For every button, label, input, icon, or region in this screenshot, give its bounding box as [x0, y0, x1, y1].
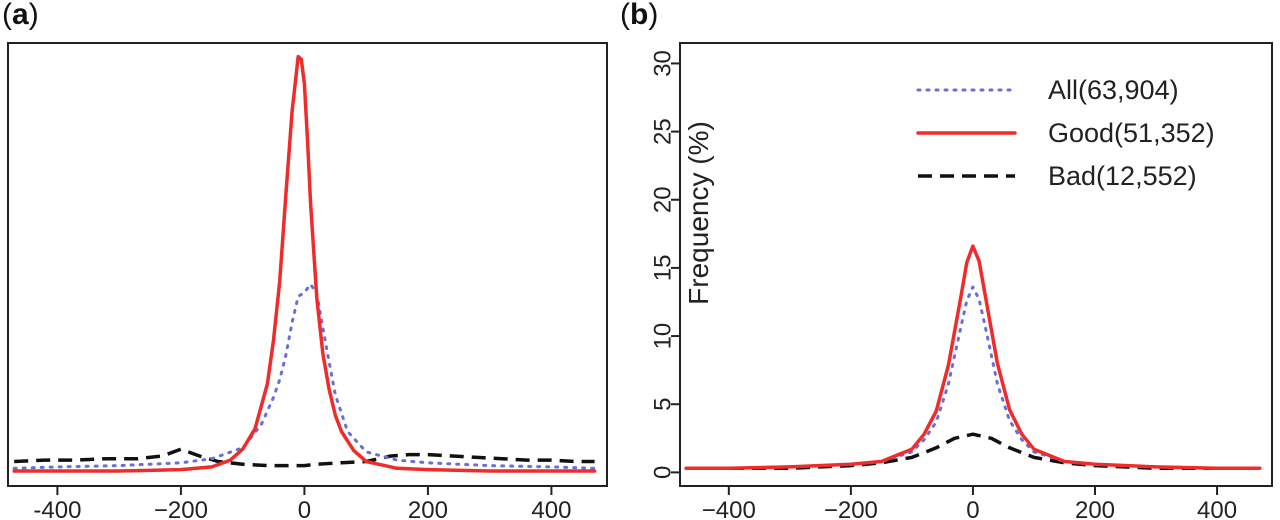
panel-b-x-tick-label: 400 — [1197, 497, 1237, 520]
legend-all-label: All(63,904) — [1048, 75, 1179, 105]
panel-b-y-tick-label: 10 — [649, 323, 676, 350]
panel-b-series-good-line — [684, 244, 1262, 471]
panel-a-x-tick-label: -400 — [33, 497, 81, 520]
panel-a-x-tick-label: 400 — [531, 497, 571, 520]
panel-a-letter: a — [12, 0, 29, 31]
panel-a-x-tick-label: 200 — [408, 497, 448, 520]
panel-b-x-tick-label: −200 — [824, 497, 878, 520]
panel-a-close-paren: ) — [28, 0, 39, 31]
panel-a-open-paren: ( — [2, 0, 12, 31]
panel-b-y-tick-label: 25 — [649, 118, 676, 145]
panel-b-y-tick-label: 30 — [649, 50, 676, 77]
panel-b-y-tick-label: 15 — [649, 255, 676, 282]
panel-a-label: (a) — [2, 0, 39, 32]
panel-a-x-tick-label: 0 — [298, 497, 311, 520]
panel-b-y-axis-title: Frequency (%) — [683, 121, 714, 305]
panel-b-x-tick-label: 0 — [966, 497, 979, 520]
panel-a-x-tick-label: −200 — [154, 497, 208, 520]
panel-b-y-tick-label: 5 — [649, 398, 676, 411]
panel-b-y-tick-label: 0 — [649, 466, 676, 479]
panel-a-series-bad-line — [14, 447, 595, 468]
panel-a-series-all-line — [12, 282, 597, 470]
legend-good-label: Good(51,352) — [1048, 118, 1215, 148]
panel-b-letter: b — [630, 0, 649, 31]
panel-b-series-all-line — [684, 285, 1262, 470]
panel-b-label: (b) — [620, 0, 658, 32]
panel-a-frame — [7, 42, 608, 487]
panel-a-series-good-line — [12, 54, 597, 473]
panel-b-x-tick-label: −400 — [702, 497, 756, 520]
panel-b-close-paren: ) — [648, 0, 659, 31]
panel-b-series-bad-line — [686, 432, 1260, 471]
panel-b-x-tick-label: 200 — [1075, 497, 1115, 520]
panel-b-frame — [679, 42, 1273, 487]
legend-bad-label: Bad(12,552) — [1048, 161, 1197, 191]
panel-b-y-tick-label: 20 — [649, 186, 676, 213]
panel-b-open-paren: ( — [620, 0, 630, 31]
